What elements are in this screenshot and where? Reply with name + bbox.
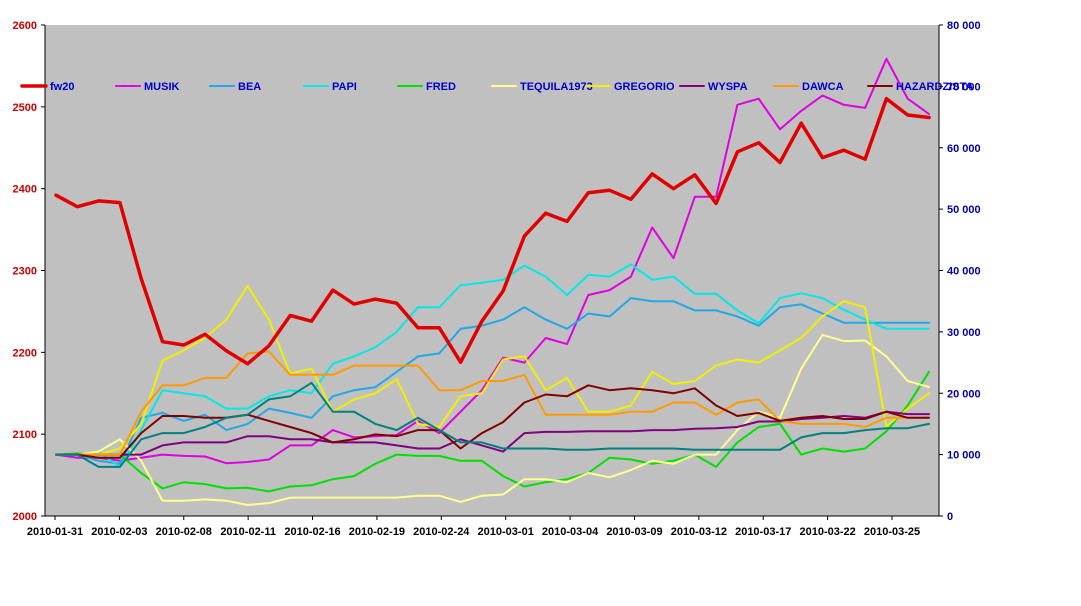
- series-line-dawca: [55, 350, 930, 456]
- left-tick-label: 2300: [13, 266, 37, 278]
- left-tick-label: 2600: [13, 20, 37, 32]
- legend-label-fred: FRED: [426, 81, 456, 93]
- right-tick-label: 10 000: [947, 450, 981, 462]
- legend-label-papi: PAPI: [332, 81, 357, 93]
- left-tick-label: 2100: [13, 429, 37, 441]
- x-tick-label: 2010-03-12: [671, 526, 727, 538]
- x-tick-label: 2010-02-11: [220, 526, 276, 538]
- x-tick-label: 2010-02-08: [156, 526, 212, 538]
- x-tick-label: 2010-03-09: [606, 526, 662, 538]
- left-tick-label: 2500: [13, 102, 37, 114]
- legend-label-gregorio: GREGORIO: [614, 81, 675, 93]
- legend-label-hazardzista: HAZARDZISTA: [896, 81, 973, 93]
- right-axis-ticks: 0 10 000 20 000 30 000 40 000 50 000 60 000 70 …: [939, 20, 981, 523]
- series-line-papi: [55, 263, 930, 468]
- x-tick-label: 2010-02-19: [349, 526, 405, 538]
- x-tick-label: 2010-02-03: [91, 526, 147, 538]
- x-tick-label: 2010-02-16: [284, 526, 340, 538]
- legend: fw20 MUSIK BEA PAPI FRED TEQUILA1973 GREGORIO W…: [20, 81, 973, 93]
- right-tick-label: 40 000: [947, 266, 981, 278]
- right-tick-label: 50 000: [947, 204, 981, 216]
- series-line-unnamed: [55, 381, 930, 468]
- legend-label-wyspa: WYSPA: [708, 81, 748, 93]
- legend-label-bea: BEA: [238, 81, 261, 93]
- x-tick-label: 2010-01-31: [27, 526, 83, 538]
- series-line-tequila1973: [55, 333, 930, 506]
- legend-label-musik: MUSIK: [144, 81, 180, 93]
- series-line-hazardzista: [55, 384, 930, 459]
- right-tick-label: 80 000: [947, 20, 981, 32]
- x-tick-label: 2010-02-24: [413, 526, 470, 538]
- series-layer: [54, 57, 931, 506]
- right-tick-label: 0: [947, 511, 953, 523]
- series-line-fred: [55, 370, 930, 493]
- right-tick-label: 30 000: [947, 327, 981, 339]
- left-tick-label: 2400: [13, 184, 37, 196]
- series-line-bea: [55, 297, 930, 465]
- right-tick-label: 20 000: [947, 388, 981, 400]
- legend-label-tequila1973: TEQUILA1973: [520, 81, 593, 93]
- x-tick-label: 2010-03-04: [542, 526, 599, 538]
- x-tick-label: 2010-03-22: [799, 526, 855, 538]
- legend-label-fw20: fw20: [50, 81, 74, 93]
- left-tick-label: 2000: [13, 511, 37, 523]
- left-axis-ticks: 2000 2100 2200 2300 2400 2500 2600: [13, 20, 45, 523]
- right-tick-label: 70 000: [947, 81, 981, 93]
- series-line-gregorio: [55, 284, 930, 456]
- x-tick-label: 2010-03-01: [478, 526, 534, 538]
- left-tick-label: 2200: [13, 347, 37, 359]
- right-tick-label: 60 000: [947, 143, 981, 155]
- series-line-musik: [55, 57, 930, 465]
- legend-label-dawca: DAWCA: [802, 81, 844, 93]
- x-axis-ticks: 2010-01-31 2010-02-03 2010-02-08 2010-02-11…: [27, 516, 920, 538]
- x-tick-label: 2010-03-25: [864, 526, 920, 538]
- plot-area: [45, 25, 939, 516]
- series-line-fw20: [54, 96, 931, 366]
- x-tick-label: 2010-03-17: [735, 526, 791, 538]
